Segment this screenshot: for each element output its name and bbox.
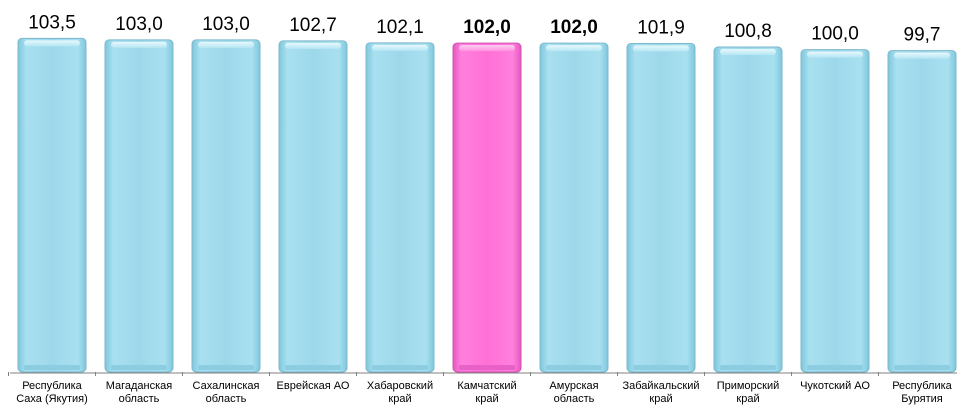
- value-label-8: 101,9: [637, 17, 685, 38]
- category-label-6: Камчатский край: [457, 380, 516, 405]
- bar-2: [104, 39, 174, 373]
- category-label-8: Забайкальский край: [623, 380, 700, 405]
- value-label-5: 102,1: [376, 17, 424, 38]
- value-label-11: 99,7: [904, 25, 941, 46]
- bar-6: [452, 42, 522, 373]
- bar-3: [191, 39, 261, 373]
- category-label-10: Чукотский АО: [800, 380, 870, 392]
- value-label-1: 103,5: [28, 12, 76, 33]
- category-label-11: Республика Бурятия: [892, 380, 952, 405]
- bar-11: [887, 50, 957, 373]
- bar-7: [539, 42, 609, 373]
- category-label-3: Сахалинская область: [193, 380, 260, 405]
- value-label-4: 102,7: [289, 15, 337, 36]
- bar-1: [17, 37, 87, 373]
- value-label-6: 102,0: [463, 17, 511, 38]
- value-label-3: 103,0: [202, 14, 250, 35]
- value-label-10: 100,0: [811, 24, 859, 45]
- category-label-7: Амурская область: [549, 380, 598, 405]
- category-label-4: Еврейская АО: [277, 380, 350, 392]
- category-label-5: Хабаровский край: [367, 380, 433, 405]
- value-label-9: 100,8: [724, 21, 772, 42]
- bar-8: [626, 42, 696, 373]
- value-label-2: 103,0: [115, 14, 163, 35]
- bar-9: [713, 46, 783, 373]
- bar-10: [800, 49, 870, 373]
- category-label-1: Республика Саха (Якутия): [16, 380, 88, 405]
- value-label-7: 102,0: [550, 17, 598, 38]
- category-label-9: Приморский край: [717, 380, 780, 405]
- bar-4: [278, 40, 348, 373]
- category-label-2: Магаданская область: [106, 380, 173, 405]
- bar-5: [365, 42, 435, 373]
